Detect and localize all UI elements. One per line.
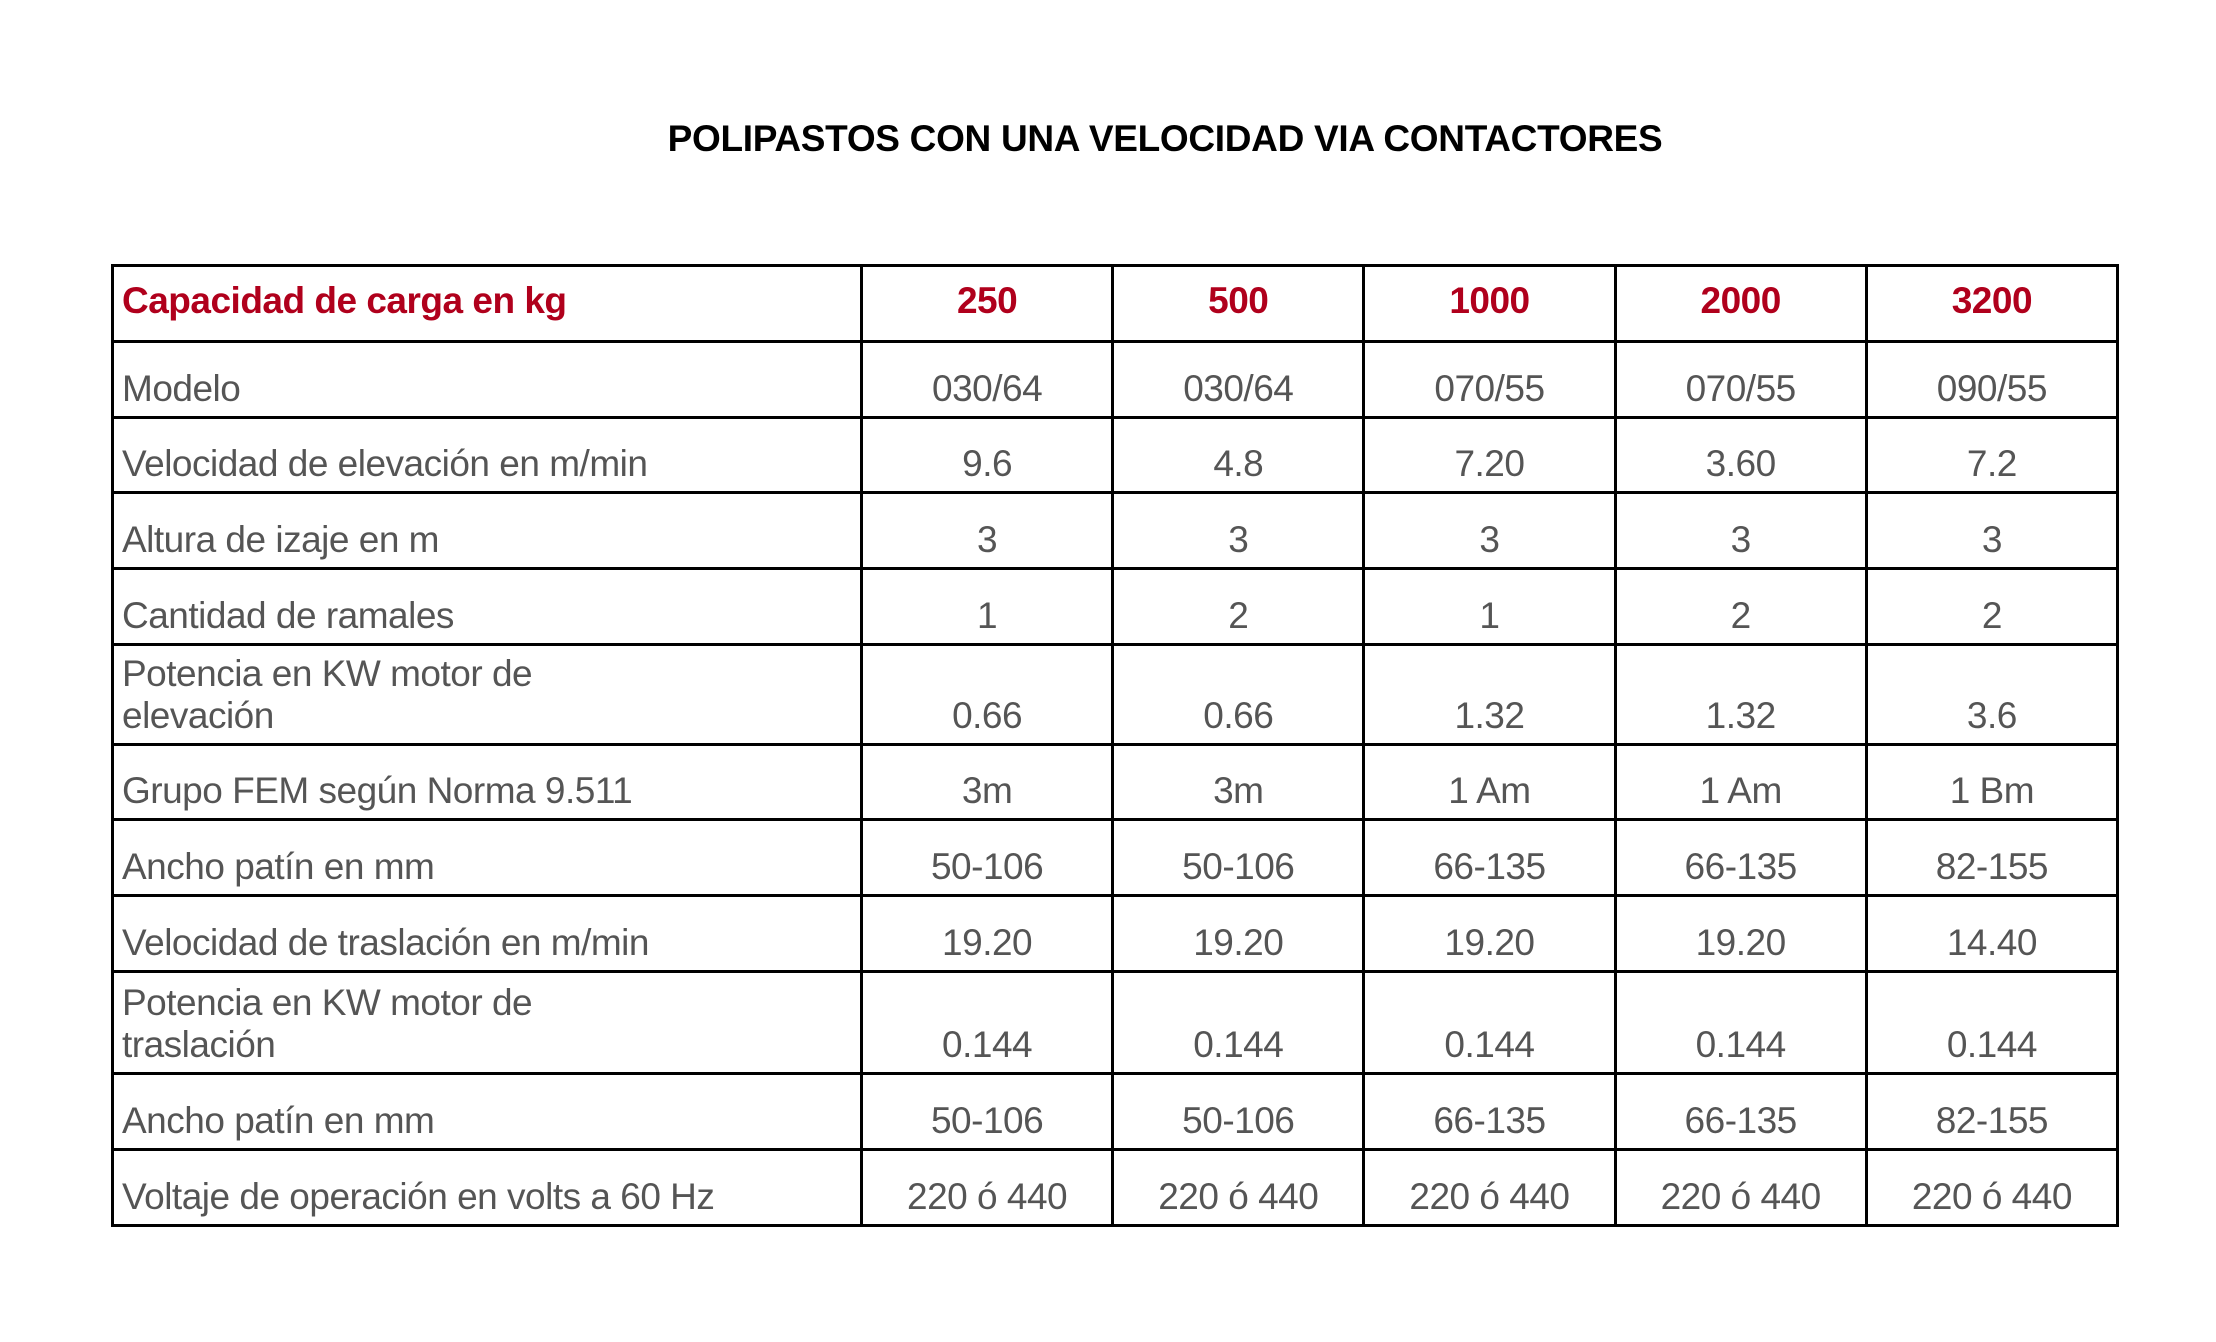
row-label: Ancho patín en mm: [111, 818, 863, 897]
table-cell: 3: [1613, 491, 1868, 570]
table-cell: 220 ó 440: [1864, 1148, 2120, 1227]
table-cell: 070/55: [1362, 340, 1617, 419]
table-cell: 030/64: [1111, 340, 1366, 419]
table-cell: 19.20: [859, 894, 1115, 973]
table-cell: 1 Am: [1613, 743, 1868, 821]
table-cell: 4.8: [1111, 416, 1366, 494]
table-cell: 66-135: [1613, 818, 1868, 897]
table-cell: 1.32: [1362, 643, 1617, 746]
table-cell: 0.144: [1864, 970, 2120, 1075]
table-cell: 50-106: [859, 1072, 1115, 1151]
table-cell: 66-135: [1613, 1072, 1868, 1151]
table-cell: 0.144: [1111, 970, 1366, 1075]
table-cell: 2: [1864, 567, 2120, 646]
table-row: Grupo FEM según Norma 9.511 3m 3m 1 Am 1 Am 1…: [111, 743, 2120, 821]
table-cell: 9.6: [859, 416, 1115, 494]
row-label: Voltaje de operación en volts a 60 Hz: [111, 1148, 863, 1227]
table-cell: 3: [1362, 491, 1617, 570]
table-cell: 2: [1613, 567, 1868, 646]
table-cell: 3: [1111, 491, 1366, 570]
row-label: Altura de izaje en m: [111, 491, 863, 570]
page-title: POLIPASTOS CON UNA VELOCIDAD VIA CONTACT…: [667, 118, 1663, 159]
table-cell: 82-155: [1864, 1072, 2120, 1151]
table-row: Modelo 030/64 030/64 070/55 070/55 090/55: [111, 340, 2120, 419]
table-cell: 3: [1864, 491, 2120, 570]
table-cell: 3.60: [1613, 416, 1868, 494]
table-cell: 1 Am: [1362, 743, 1617, 821]
table-cell: 50-106: [1111, 818, 1366, 897]
header-capacity-cell: 500: [1111, 264, 1366, 343]
table-cell: 0.66: [859, 643, 1115, 746]
table-row: Potencia en KW motor de traslación 0.144 0…: [111, 970, 2120, 1075]
table-cell: 0.144: [859, 970, 1115, 1075]
table-cell: 19.20: [1362, 894, 1617, 973]
table-cell: 82-155: [1864, 818, 2120, 897]
table-cell: 220 ó 440: [859, 1148, 1115, 1227]
row-label: Ancho patín en mm: [111, 1072, 863, 1151]
table-cell: 66-135: [1362, 818, 1617, 897]
table-cell: 220 ó 440: [1613, 1148, 1868, 1227]
table-row: Velocidad de traslación en m/min 19.20 19.…: [111, 894, 2120, 973]
table-cell: 1 Bm: [1864, 743, 2120, 821]
header-capacity-cell: 3200: [1864, 264, 2120, 343]
table-cell: 2: [1111, 567, 1366, 646]
table-cell: 3m: [859, 743, 1115, 821]
table-row: Velocidad de elevación en m/min 9.6 4.8 7.2…: [111, 416, 2120, 494]
header-label: Capacidad de carga en kg: [111, 264, 863, 343]
table-cell: 14.40: [1864, 894, 2120, 973]
table-row: Ancho patín en mm 50-106 50-106 66-135 66-13…: [111, 1072, 2120, 1151]
table-cell: 0.144: [1362, 970, 1617, 1075]
row-label: Cantidad de ramales: [111, 567, 863, 646]
header-capacity-cell: 250: [859, 264, 1115, 343]
table-cell: 1: [859, 567, 1115, 646]
table-cell: 030/64: [859, 340, 1115, 419]
row-label: Modelo: [111, 340, 863, 419]
table-row: Ancho patín en mm 50-106 50-106 66-135 66-13…: [111, 818, 2120, 897]
table-row: Voltaje de operación en volts a 60 Hz 220…: [111, 1148, 2120, 1227]
header-capacity-cell: 2000: [1613, 264, 1868, 343]
row-label: Potencia en KW motor de traslación: [111, 970, 863, 1075]
table-cell: 0.66: [1111, 643, 1366, 746]
table-cell: 7.20: [1362, 416, 1617, 494]
table-cell: 19.20: [1111, 894, 1366, 973]
table-row: Cantidad de ramales 1 2 1 2 2: [111, 567, 2120, 646]
table-cell: 3m: [1111, 743, 1366, 821]
table-cell: 50-106: [1111, 1072, 1366, 1151]
table-header-row: Capacidad de carga en kg 250 500 1000 2000 32…: [111, 264, 2120, 343]
table-cell: 66-135: [1362, 1072, 1617, 1151]
table-cell: 090/55: [1864, 340, 2120, 419]
table-cell: 070/55: [1613, 340, 1868, 419]
row-label: Velocidad de elevación en m/min: [111, 416, 863, 494]
table-cell: 50-106: [859, 818, 1115, 897]
table-cell: 0.144: [1613, 970, 1868, 1075]
table-cell: 220 ó 440: [1111, 1148, 1366, 1227]
header-capacity-cell: 1000: [1362, 264, 1617, 343]
row-label: Velocidad de traslación en m/min: [111, 894, 863, 973]
specs-table: Capacidad de carga en kg 250 500 1000 2000 32…: [111, 264, 2120, 1227]
row-label: Potencia en KW motor de elevación: [111, 643, 863, 746]
row-label: Grupo FEM según Norma 9.511: [111, 743, 863, 821]
table-cell: 3.6: [1864, 643, 2120, 746]
table-cell: 19.20: [1613, 894, 1868, 973]
table-cell: 7.2: [1864, 416, 2120, 494]
table-cell: 3: [859, 491, 1115, 570]
table-cell: 1.32: [1613, 643, 1868, 746]
table-cell: 220 ó 440: [1362, 1148, 1617, 1227]
table-cell: 1: [1362, 567, 1617, 646]
table-row: Potencia en KW motor de elevación 0.66 0.6…: [111, 643, 2120, 746]
